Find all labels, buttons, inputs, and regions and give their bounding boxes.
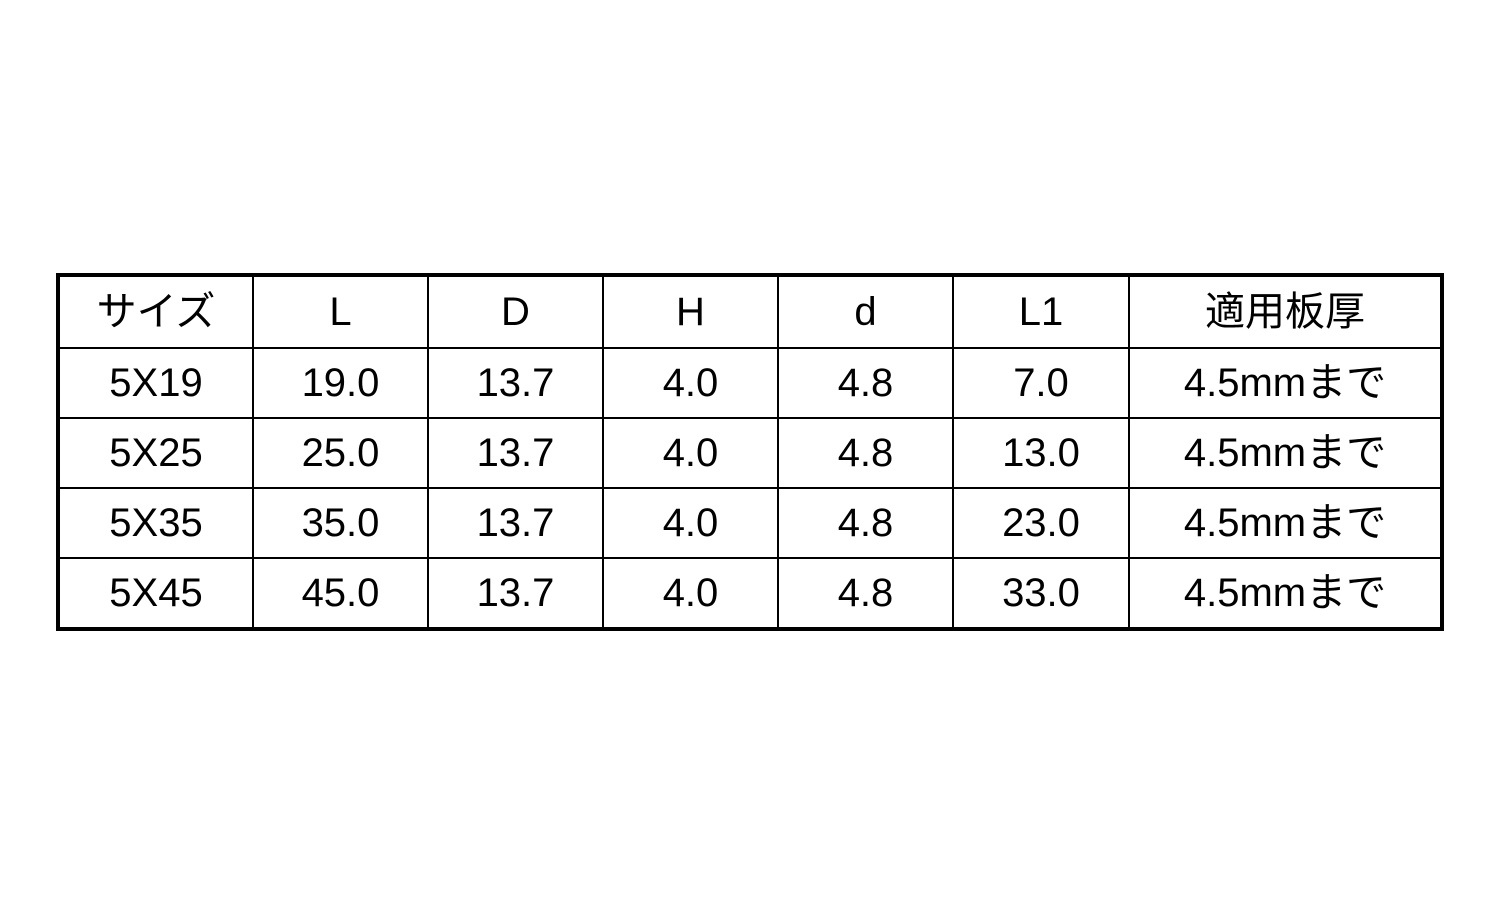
table-cell: 23.0 — [952, 487, 1130, 559]
table-row: 5X45 45.0 13.7 4.0 4.8 33.0 4.5mmまで — [57, 557, 1443, 630]
header-cell: H — [602, 274, 779, 349]
table-row: 5X25 25.0 13.7 4.0 4.8 13.0 4.5mmまで — [57, 417, 1443, 489]
header-cell: L1 — [952, 274, 1130, 349]
table-cell: 13.7 — [427, 347, 604, 419]
table-cell: 4.0 — [602, 347, 779, 419]
table-cell: 13.0 — [952, 417, 1130, 489]
table-cell: 4.0 — [602, 417, 779, 489]
header-cell: d — [777, 274, 954, 349]
table-cell: 13.7 — [427, 487, 604, 559]
table-cell: 5X35 — [57, 487, 254, 559]
table-cell: 4.8 — [777, 487, 954, 559]
header-cell: 適用板厚 — [1128, 274, 1443, 349]
table-cell: 7.0 — [952, 347, 1130, 419]
table-cell: 4.5mmまで — [1128, 557, 1443, 630]
table-row: 5X19 19.0 13.7 4.0 4.8 7.0 4.5mmまで — [57, 347, 1443, 419]
table-cell: 13.7 — [427, 557, 604, 630]
table-row: 5X35 35.0 13.7 4.0 4.8 23.0 4.5mmまで — [57, 487, 1443, 559]
table-cell: 33.0 — [952, 557, 1130, 630]
table-cell: 4.8 — [777, 347, 954, 419]
header-cell: サイズ — [57, 274, 254, 349]
table-cell: 25.0 — [252, 417, 429, 489]
table-cell: 4.5mmまで — [1128, 487, 1443, 559]
table-header-row: サイズ L D H d L1 適用板厚 — [57, 274, 1443, 349]
table-cell: 5X19 — [57, 347, 254, 419]
table-cell: 4.8 — [777, 557, 954, 630]
header-cell: L — [252, 274, 429, 349]
header-cell: D — [427, 274, 604, 349]
table-cell: 5X25 — [57, 417, 254, 489]
table-cell: 35.0 — [252, 487, 429, 559]
table-cell: 5X45 — [57, 557, 254, 630]
table-cell: 45.0 — [252, 557, 429, 630]
table-cell: 19.0 — [252, 347, 429, 419]
table-cell: 4.0 — [602, 487, 779, 559]
table-cell: 4.0 — [602, 557, 779, 630]
table-cell: 4.5mmまで — [1128, 417, 1443, 489]
table-cell: 4.5mmまで — [1128, 347, 1443, 419]
spec-table: サイズ L D H d L1 適用板厚 5X19 19.0 13.7 4.0 4… — [56, 273, 1444, 631]
table-cell: 4.8 — [777, 417, 954, 489]
table-cell: 13.7 — [427, 417, 604, 489]
